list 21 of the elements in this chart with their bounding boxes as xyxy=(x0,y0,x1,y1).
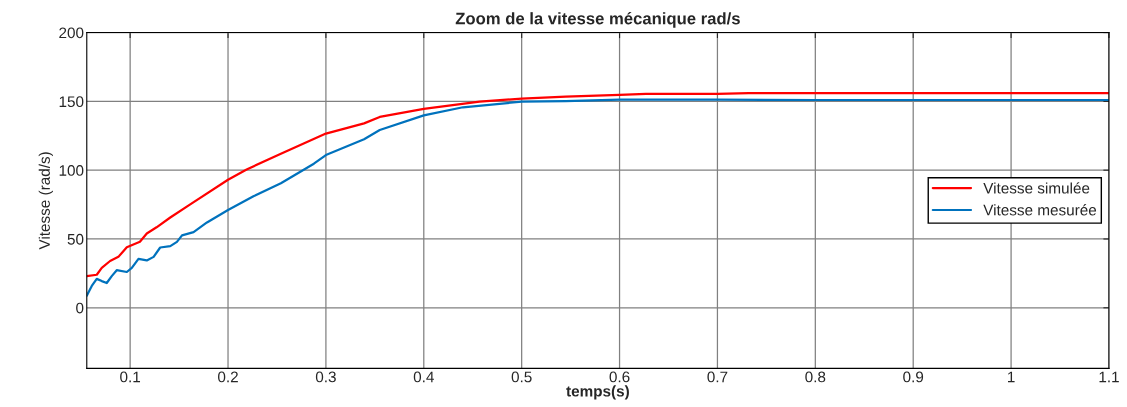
x-tick-label: 0.3 xyxy=(315,371,336,383)
x-tick-label: 0.4 xyxy=(413,371,434,383)
x-tick-label: 0.7 xyxy=(707,371,728,383)
y-tick-label: 100 xyxy=(59,165,84,176)
x-tick-label: 0.5 xyxy=(511,371,532,383)
x-tick-label: 0.9 xyxy=(903,371,924,383)
x-tick-label: 0.2 xyxy=(218,371,238,383)
x-tick-label: 1.1 xyxy=(1099,371,1119,383)
y-tick-label: 50 xyxy=(67,233,84,245)
x-tick-label: 0.1 xyxy=(120,371,141,383)
legend-label: Vitesse mesurée xyxy=(983,204,1097,216)
y-tick-label: 0 xyxy=(76,302,84,314)
chart-title: Zoom de la vitesse mécanique rad/s xyxy=(455,12,740,28)
y-axis-title: Vitesse (rad/s) xyxy=(38,152,53,250)
legend-label: Vitesse simulée xyxy=(983,182,1090,194)
x-tick-label: 1 xyxy=(1008,371,1015,383)
x-tick-label: 0.6 xyxy=(609,371,630,383)
x-axis-title: temps(s) xyxy=(566,385,629,400)
y-tick-label: 150 xyxy=(59,96,84,108)
x-tick-label: 0.8 xyxy=(805,371,826,383)
y-tick-label: 200 xyxy=(59,27,84,39)
